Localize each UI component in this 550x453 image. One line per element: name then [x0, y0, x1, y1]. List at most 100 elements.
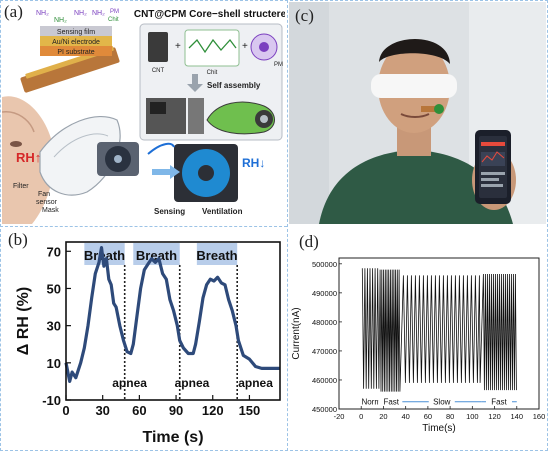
- y-axis-label: Δ RH (%): [15, 287, 32, 355]
- panel-a-title: CNT@CPM Core−shell structere: [134, 9, 285, 20]
- pm-label: PM: [274, 62, 283, 68]
- filter-label: Filter: [13, 183, 29, 190]
- smartphone-app-icon: [479, 136, 507, 198]
- breath-phase-band: [84, 243, 125, 265]
- phase-label: Fast: [383, 398, 399, 407]
- x-tick-label: 0: [359, 412, 363, 421]
- panel-divider-vertical: [287, 0, 288, 451]
- y-tick-label: 30: [47, 319, 61, 334]
- panel-b-label: (b): [8, 230, 28, 249]
- y-tick-label: 490000: [312, 289, 337, 298]
- rh-down-label: RH↓: [242, 156, 265, 170]
- breath-phase-band: [196, 243, 238, 265]
- layer-sensing-film: [40, 26, 112, 36]
- phase-label: Fast: [491, 398, 507, 407]
- y-tick-label: 50: [47, 281, 61, 296]
- panel-b: Breath Breath Breath apnea apnea apnea 0 30 60 90…: [2, 228, 285, 449]
- breath-label: Breath: [136, 248, 177, 263]
- breath-label: Breath: [84, 248, 125, 263]
- x-axis-label: Time(s): [422, 423, 456, 434]
- layer-substrate: [40, 46, 112, 56]
- x-tick-label: 80: [446, 412, 454, 421]
- x-tick-label: 60: [424, 412, 432, 421]
- panel-a-illustration: Sensing film Au/Ni electrode PI substrat…: [2, 9, 285, 224]
- layer-label-1: Sensing film: [57, 29, 95, 36]
- x-tick-label: 40: [401, 412, 409, 421]
- ventilation-label: Ventilation: [202, 207, 243, 216]
- mask-label: Mask: [42, 207, 59, 214]
- y-tick-label: -10: [42, 393, 61, 408]
- x-tick-label: 30: [95, 403, 109, 418]
- panel-b-chart: Breath Breath Breath apnea apnea apnea 0 30 60 90…: [15, 241, 281, 446]
- y-tick-label: 500000: [312, 260, 337, 269]
- chit-label-top: Chit: [108, 17, 119, 23]
- apnea-label: apnea: [112, 376, 147, 390]
- rh-up-label: RH↑: [16, 150, 41, 165]
- apnea-label: apnea: [238, 376, 273, 390]
- x-tick-label: -20: [334, 412, 345, 421]
- layer-electrode: [40, 36, 112, 46]
- face-illustration: [2, 96, 54, 224]
- layer-label-3: PI substrate: [57, 49, 94, 56]
- person-shirt: [319, 150, 513, 224]
- nh2-label-a: NH₂: [36, 10, 49, 17]
- y-axis-label: Current(nA): [291, 307, 302, 359]
- breath-phase-band: [133, 243, 180, 265]
- lip-sensor: [421, 106, 443, 112]
- x-tick-label: 20: [379, 412, 387, 421]
- core-shell-illustration: [206, 101, 275, 135]
- phase-label-bg: [486, 395, 512, 406]
- phase-label-bg: [428, 395, 455, 406]
- y-tick-label: 10: [47, 356, 61, 371]
- pm-label-top: PM: [110, 9, 119, 15]
- breath-label: Breath: [196, 248, 237, 263]
- chit-illustration: [184, 29, 240, 67]
- x-tick-label: 100: [466, 412, 479, 421]
- x-tick-label: 150: [239, 403, 261, 418]
- x-tick-label: 0: [62, 403, 69, 418]
- eye-privacy-blur: [371, 74, 457, 98]
- sensor-strip: [20, 47, 120, 93]
- panel-c-photo: [289, 2, 546, 224]
- plus-sign-1: +: [175, 41, 181, 52]
- fan-label: Fan: [38, 191, 50, 198]
- panel-a: Sensing film Au/Ni electrode PI substrat…: [2, 2, 285, 224]
- phase-label-bg: [358, 395, 385, 406]
- panel-d-chart: Norm Fast Slow Fast-20 0 20 40 60 80 100 120 140 160…: [291, 257, 546, 434]
- sensor-label: sensor: [36, 199, 58, 206]
- x-tick-label: 140: [511, 412, 524, 421]
- nh2-label-b: NH₂: [54, 17, 67, 24]
- panel-a-label: (a): [4, 2, 23, 21]
- x-axis-label: Time (s): [142, 429, 203, 446]
- self-assembly-label: Self assembly: [207, 81, 261, 90]
- y-tick-label: 460000: [312, 376, 337, 385]
- nh2-label-c: NH₂: [74, 10, 87, 17]
- y-tick-label: 450000: [312, 405, 337, 414]
- panel-d-label: (d): [299, 232, 319, 251]
- plus-sign-2: +: [242, 41, 248, 52]
- phase-label: Slow: [433, 398, 451, 407]
- cnt-label: CNT: [152, 68, 165, 74]
- x-tick-label: 60: [132, 403, 146, 418]
- x-tick-label: 90: [169, 403, 183, 418]
- cnt-illustration: [148, 32, 168, 62]
- x-tick-label: 160: [533, 412, 546, 421]
- sem-image-2: [188, 98, 204, 134]
- layer-label-2: Au/Ni electrode: [52, 39, 100, 46]
- self-assembly-arrow: [187, 74, 203, 92]
- x-tick-label: 120: [488, 412, 501, 421]
- sensing-label: Sensing: [154, 207, 185, 216]
- y-tick-label: 70: [47, 244, 61, 259]
- y-tick-label: 470000: [312, 347, 337, 356]
- x-tick-label: 120: [202, 403, 224, 418]
- rh-series-line: [64, 246, 280, 383]
- panel-divider-horizontal: [0, 226, 287, 227]
- plot-frame: [338, 257, 540, 410]
- phase-label-bg: [378, 395, 405, 406]
- plot-frame: [65, 241, 281, 401]
- y-tick-label: 480000: [312, 318, 337, 327]
- chit-label: Chit: [207, 70, 218, 76]
- panel-d: Norm Fast Slow Fast -20 0 20 40 60 80 100 120 140 160…: [289, 228, 546, 449]
- panel-c: (c): [289, 2, 546, 224]
